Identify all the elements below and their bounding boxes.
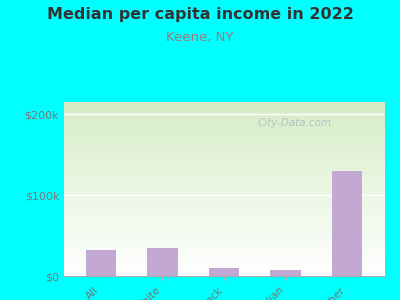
Bar [86, 250, 116, 276]
Text: City-Data.com: City-Data.com [257, 118, 332, 128]
Bar [332, 171, 362, 276]
Bar [270, 269, 301, 276]
Bar [209, 268, 239, 276]
Text: Median per capita income in 2022: Median per capita income in 2022 [46, 8, 354, 22]
Bar [147, 248, 178, 276]
Text: Keene, NY: Keene, NY [166, 32, 234, 44]
